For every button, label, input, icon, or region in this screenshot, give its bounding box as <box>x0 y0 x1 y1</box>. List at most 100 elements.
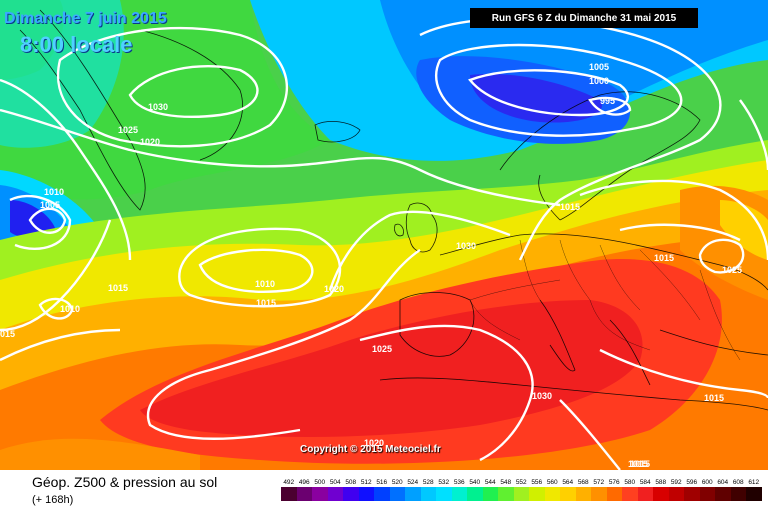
scale-step: 596 <box>684 478 700 501</box>
scale-swatch <box>529 487 545 501</box>
scale-label: 520 <box>391 479 403 486</box>
scale-label: 572 <box>593 479 605 486</box>
isobar-label: 1020 <box>140 137 160 147</box>
isobar-label: 1030 <box>532 391 552 401</box>
isobar-label: 1015 <box>560 202 580 212</box>
scale-label: 512 <box>360 479 372 486</box>
scale-label: 536 <box>453 479 465 486</box>
scale-swatch <box>498 487 514 501</box>
scale-step: 556 <box>529 478 545 501</box>
isobar-label: 1010 <box>255 279 275 289</box>
scale-label: 508 <box>345 479 357 486</box>
scale-label: 596 <box>686 479 698 486</box>
scale-step: 540 <box>467 478 483 501</box>
scale-step: 536 <box>451 478 467 501</box>
scale-swatch <box>420 487 436 501</box>
scale-swatch <box>327 487 343 501</box>
isobar-label: 1025 <box>118 125 138 135</box>
scale-swatch <box>451 487 467 501</box>
scale-step: 560 <box>544 478 560 501</box>
scale-swatch <box>374 487 390 501</box>
scale-label: 612 <box>748 479 760 486</box>
isobar-label: 1020 <box>364 438 384 448</box>
scale-label: 492 <box>283 479 295 486</box>
scale-label: 568 <box>577 479 589 486</box>
scale-step: 612 <box>746 478 762 501</box>
scale-swatch <box>281 487 297 501</box>
scale-swatch <box>513 487 529 501</box>
scale-step: 496 <box>296 478 312 501</box>
scale-label: 552 <box>515 479 527 486</box>
scale-swatch <box>699 487 715 501</box>
isobar-label: 1015 <box>704 393 724 403</box>
scale-step: 492 <box>281 478 297 501</box>
isobar-label: 1030 <box>148 102 168 112</box>
scale-label: 516 <box>376 479 388 486</box>
scale-step: 532 <box>436 478 452 501</box>
scale-label: 496 <box>298 479 310 486</box>
isobar-label: 1015 <box>628 459 648 469</box>
scale-label: 500 <box>314 479 326 486</box>
scale-label: 604 <box>717 479 729 486</box>
scale-step: 512 <box>358 478 374 501</box>
run-info-box: Run GFS 6 Z du Dimanche 31 mai 2015 <box>470 8 698 28</box>
scale-step: 564 <box>560 478 576 501</box>
copyright-notice: Copyright © 2015 Meteociel.fr <box>300 444 441 455</box>
scale-step: 568 <box>575 478 591 501</box>
scale-step: 520 <box>389 478 405 501</box>
scale-label: 576 <box>608 479 620 486</box>
scale-step: 592 <box>668 478 684 501</box>
isobar-label: 995 <box>600 96 615 106</box>
scale-swatch <box>296 487 312 501</box>
scale-step: 552 <box>513 478 529 501</box>
scale-label: 560 <box>546 479 558 486</box>
isobar-label: 1010 <box>44 187 64 197</box>
scale-swatch <box>405 487 421 501</box>
scale-label: 528 <box>422 479 434 486</box>
isobar-label: 1015 <box>108 283 128 293</box>
scale-step: 548 <box>498 478 514 501</box>
isobar-label: 1020 <box>324 284 344 294</box>
scale-label: 544 <box>484 479 496 486</box>
isobar-label: 1025 <box>722 265 742 275</box>
scale-swatch <box>637 487 653 501</box>
scale-step: 544 <box>482 478 498 501</box>
scale-step: 600 <box>699 478 715 501</box>
scale-label: 556 <box>531 479 543 486</box>
scale-step: 588 <box>653 478 669 501</box>
geopotential-map: 1030102510201010100510151010015101010151… <box>0 0 768 470</box>
scale-label: 548 <box>500 479 512 486</box>
scale-step: 576 <box>606 478 622 501</box>
scale-step: 504 <box>327 478 343 501</box>
legend-title: Géop. Z500 & pression au sol <box>32 474 218 490</box>
isobar-label: 1000 <box>589 76 609 86</box>
scale-swatch <box>591 487 607 501</box>
scale-step: 500 <box>312 478 328 501</box>
scale-step: 516 <box>374 478 390 501</box>
scale-label: 600 <box>701 479 713 486</box>
scale-step: 604 <box>715 478 731 501</box>
scale-label: 608 <box>732 479 744 486</box>
scale-swatch <box>606 487 622 501</box>
isobar-label: 1025 <box>372 344 392 354</box>
scale-swatch <box>715 487 731 501</box>
scale-swatch <box>436 487 452 501</box>
scale-step: 572 <box>591 478 607 501</box>
isobar-label: 1015 <box>654 253 674 263</box>
scale-swatch <box>668 487 684 501</box>
isobar-label: 1030 <box>456 241 476 251</box>
scale-swatch <box>560 487 576 501</box>
scale-step: 528 <box>420 478 436 501</box>
isobar-label: 1015 <box>256 298 276 308</box>
scale-swatch <box>622 487 638 501</box>
scale-label: 580 <box>624 479 636 486</box>
isobar-label: 1005 <box>40 200 60 210</box>
scale-label: 564 <box>562 479 574 486</box>
scale-label: 592 <box>670 479 682 486</box>
scale-label: 540 <box>469 479 481 486</box>
scale-swatch <box>544 487 560 501</box>
scale-swatch <box>684 487 700 501</box>
scale-swatch <box>343 487 359 501</box>
color-scale: 492 496 500 504 508 512 516 520 524 528 532 536 540 5… <box>281 478 762 501</box>
scale-swatch <box>467 487 483 501</box>
